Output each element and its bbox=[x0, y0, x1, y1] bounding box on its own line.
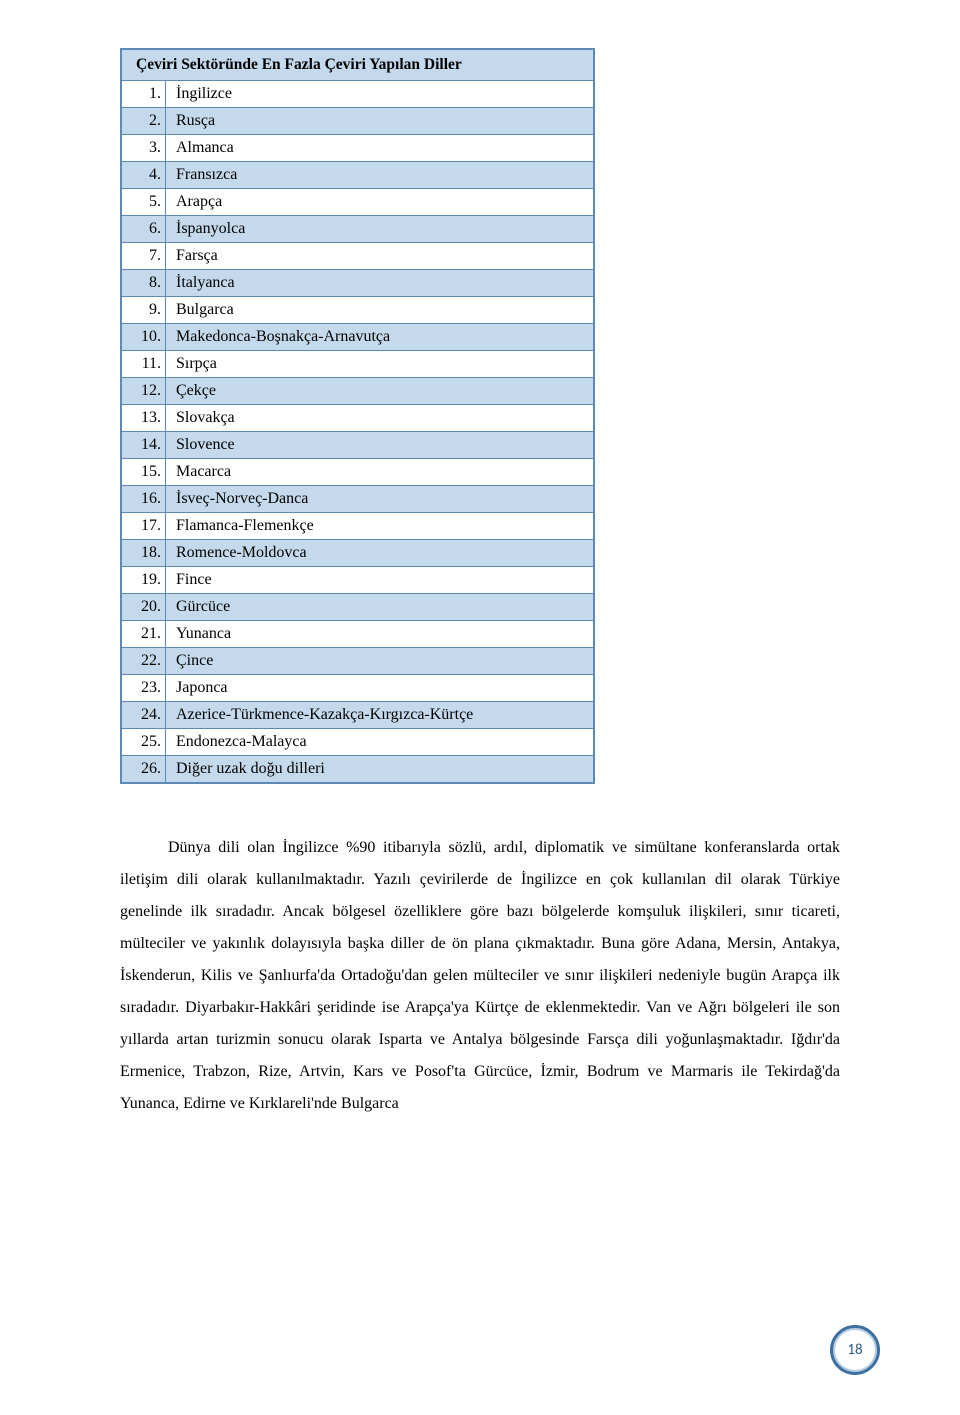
table-row: 12.Çekçe bbox=[122, 378, 594, 405]
row-language: Arapça bbox=[166, 189, 594, 216]
table-row: 18.Romence-Moldovca bbox=[122, 540, 594, 567]
table-row: 11.Sırpça bbox=[122, 351, 594, 378]
row-number: 1. bbox=[122, 81, 166, 108]
row-language: Macarca bbox=[166, 459, 594, 486]
row-number: 2. bbox=[122, 108, 166, 135]
row-language: Çince bbox=[166, 648, 594, 675]
row-language: Fince bbox=[166, 567, 594, 594]
row-number: 20. bbox=[122, 594, 166, 621]
row-number: 23. bbox=[122, 675, 166, 702]
row-language: Makedonca-Boşnakça-Arnavutça bbox=[166, 324, 594, 351]
row-number: 15. bbox=[122, 459, 166, 486]
table-row: 9.Bulgarca bbox=[122, 297, 594, 324]
table-row: 2.Rusça bbox=[122, 108, 594, 135]
row-language: Rusça bbox=[166, 108, 594, 135]
row-language: Azerice-Türkmence-Kazakça-Kırgızca-Kürtç… bbox=[166, 702, 594, 729]
row-number: 19. bbox=[122, 567, 166, 594]
table-title: Çeviri Sektöründe En Fazla Çeviri Yapıla… bbox=[122, 50, 594, 81]
table-row: 13.Slovakça bbox=[122, 405, 594, 432]
table-row: 3.Almanca bbox=[122, 135, 594, 162]
row-number: 12. bbox=[122, 378, 166, 405]
row-language: Almanca bbox=[166, 135, 594, 162]
table-row: 16.İsveç-Norveç-Danca bbox=[122, 486, 594, 513]
row-number: 22. bbox=[122, 648, 166, 675]
row-language: Japonca bbox=[166, 675, 594, 702]
table-row: 8.İtalyanca bbox=[122, 270, 594, 297]
row-number: 6. bbox=[122, 216, 166, 243]
row-language: Gürcüce bbox=[166, 594, 594, 621]
row-number: 25. bbox=[122, 729, 166, 756]
row-number: 18. bbox=[122, 540, 166, 567]
table-row: 4.Fransızca bbox=[122, 162, 594, 189]
page-number-badge: 18 bbox=[830, 1325, 880, 1375]
row-number: 24. bbox=[122, 702, 166, 729]
row-language: Yunanca bbox=[166, 621, 594, 648]
row-language: Fransızca bbox=[166, 162, 594, 189]
row-language: Bulgarca bbox=[166, 297, 594, 324]
table-row: 23.Japonca bbox=[122, 675, 594, 702]
table-row: 21.Yunanca bbox=[122, 621, 594, 648]
table-row: 10.Makedonca-Boşnakça-Arnavutça bbox=[122, 324, 594, 351]
row-language: Romence-Moldovca bbox=[166, 540, 594, 567]
table-row: 1.İngilizce bbox=[122, 81, 594, 108]
row-number: 7. bbox=[122, 243, 166, 270]
row-number: 5. bbox=[122, 189, 166, 216]
row-language: Sırpça bbox=[166, 351, 594, 378]
row-number: 26. bbox=[122, 756, 166, 783]
table-row: 14.Slovence bbox=[122, 432, 594, 459]
page-number: 18 bbox=[847, 1341, 862, 1359]
table-row: 26.Diğer uzak doğu dilleri bbox=[122, 756, 594, 783]
table-row: 20.Gürcüce bbox=[122, 594, 594, 621]
table: Çeviri Sektöründe En Fazla Çeviri Yapıla… bbox=[121, 49, 594, 783]
row-language: İspanyolca bbox=[166, 216, 594, 243]
row-number: 8. bbox=[122, 270, 166, 297]
table-row: 22.Çince bbox=[122, 648, 594, 675]
row-language: Diğer uzak doğu dilleri bbox=[166, 756, 594, 783]
table-row: 5.Arapça bbox=[122, 189, 594, 216]
row-language: Flamanca-Flemenkçe bbox=[166, 513, 594, 540]
row-language: İsveç-Norveç-Danca bbox=[166, 486, 594, 513]
row-language: Slovence bbox=[166, 432, 594, 459]
table-row: 24.Azerice-Türkmence-Kazakça-Kırgızca-Kü… bbox=[122, 702, 594, 729]
row-number: 11. bbox=[122, 351, 166, 378]
body-paragraph: Dünya dili olan İngilizce %90 itibarıyla… bbox=[120, 832, 840, 1120]
row-number: 17. bbox=[122, 513, 166, 540]
row-language: İtalyanca bbox=[166, 270, 594, 297]
table-row: 6.İspanyolca bbox=[122, 216, 594, 243]
row-number: 13. bbox=[122, 405, 166, 432]
row-number: 3. bbox=[122, 135, 166, 162]
row-language: Farsça bbox=[166, 243, 594, 270]
table-row: 25.Endonezca-Malayca bbox=[122, 729, 594, 756]
row-number: 9. bbox=[122, 297, 166, 324]
row-language: Endonezca-Malayca bbox=[166, 729, 594, 756]
table-row: 19.Fince bbox=[122, 567, 594, 594]
languages-table: Çeviri Sektöründe En Fazla Çeviri Yapıla… bbox=[120, 48, 595, 784]
row-number: 14. bbox=[122, 432, 166, 459]
row-language: İngilizce bbox=[166, 81, 594, 108]
row-number: 21. bbox=[122, 621, 166, 648]
row-number: 4. bbox=[122, 162, 166, 189]
table-row: 15.Macarca bbox=[122, 459, 594, 486]
row-number: 16. bbox=[122, 486, 166, 513]
row-language: Slovakça bbox=[166, 405, 594, 432]
table-row: 17.Flamanca-Flemenkçe bbox=[122, 513, 594, 540]
row-number: 10. bbox=[122, 324, 166, 351]
row-language: Çekçe bbox=[166, 378, 594, 405]
table-row: 7.Farsça bbox=[122, 243, 594, 270]
